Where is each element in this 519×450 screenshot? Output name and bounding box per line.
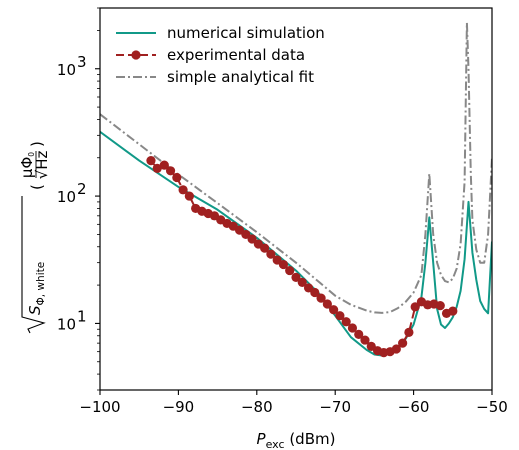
series-line-1 [150,159,454,354]
y-tick-exponent: 1 [77,307,87,325]
y-tick-exponent: 3 [77,53,87,71]
plot-area [100,21,492,358]
y-tick-label: 10 [57,315,76,333]
data-point [260,243,270,253]
data-point [448,306,458,316]
data-point [329,305,339,315]
data-point [360,335,370,345]
right-paren: ) [28,141,46,147]
data-point [435,301,445,311]
plot-frame [99,7,493,391]
legend-marker [131,50,141,60]
y-label-numerator: μΦ0 [18,152,36,178]
legend-label-1: experimental data [167,46,305,64]
data-point [341,317,351,327]
data-point [247,234,257,244]
data-point [152,163,162,173]
data-point [278,259,289,270]
left-paren: ( [28,184,46,190]
x-tick-label: −60 [398,398,430,416]
x-tick-label: −70 [319,398,351,416]
sqrt-symbol [21,196,46,334]
data-point [178,185,188,195]
data-point [398,338,408,348]
data-point [404,327,414,338]
data-point [266,249,276,259]
y-axis-label: SΦ, white () μΦ0√Hz [18,141,51,334]
data-point [165,166,176,176]
y-tick-exponent: 2 [77,180,87,198]
data-point [291,272,301,282]
x-tick-label: −80 [241,398,273,416]
y-tick-label: 10 [57,61,76,79]
data-point [184,191,194,201]
data-point [335,311,345,321]
data-point [285,265,295,276]
axis-labels: Pexc (dBm) SΦ, white () μΦ0√Hz [18,141,335,450]
y-label-radicand: SΦ, white [26,262,47,315]
x-tick-label: −50 [476,398,508,416]
data-point [297,277,307,287]
data-point [354,329,364,339]
y-label-denominator: √Hz [33,151,51,180]
legend-label-2: simple analytical fit [167,68,314,86]
legend-label-0: numerical simulation [167,24,325,42]
data-point [322,299,332,309]
data-point [316,293,326,303]
data-point [172,172,182,183]
data-point [146,155,156,166]
x-tick-label: −100 [79,398,120,416]
data-point [410,302,420,312]
x-axis-label: Pexc (dBm) [257,430,336,450]
legend: numerical simulation experimental data sim… [116,24,325,86]
x-tick-label: −90 [163,398,195,416]
data-point [347,323,358,333]
data-point [391,344,401,354]
series-line-2 [100,21,492,314]
y-tick-label: 10 [57,188,76,206]
data-point [310,287,320,298]
data-point [159,160,169,170]
